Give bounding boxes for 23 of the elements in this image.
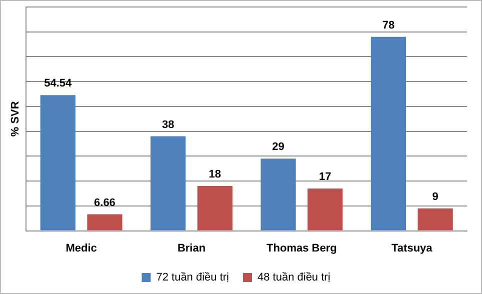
bar xyxy=(260,158,296,230)
bar xyxy=(418,208,453,230)
data-label: 9 xyxy=(432,190,438,203)
data-label: 6.66 xyxy=(94,196,116,209)
x-tick-label: Tatsuya xyxy=(392,242,434,254)
bar xyxy=(308,188,343,230)
bar xyxy=(370,36,406,230)
data-label: 54.54 xyxy=(44,78,73,90)
data-label: 38 xyxy=(162,118,174,131)
bar xyxy=(40,95,76,230)
data-label: 17 xyxy=(318,171,332,184)
x-tick-label: Medic xyxy=(66,242,97,254)
data-label: 29 xyxy=(272,141,284,154)
legend-label: 48 tuần điều trị xyxy=(258,272,330,284)
y-axis-title: % SVR xyxy=(10,101,22,137)
bar xyxy=(150,136,186,230)
data-label: 78 xyxy=(382,19,395,32)
legend-label: 72 tuần điều trị xyxy=(156,272,230,284)
x-tick-label: Brian xyxy=(177,242,206,254)
bar xyxy=(197,186,232,230)
x-tick-label: Thomas Berg xyxy=(266,242,337,254)
data-label: 18 xyxy=(208,168,222,181)
bar xyxy=(87,214,122,230)
